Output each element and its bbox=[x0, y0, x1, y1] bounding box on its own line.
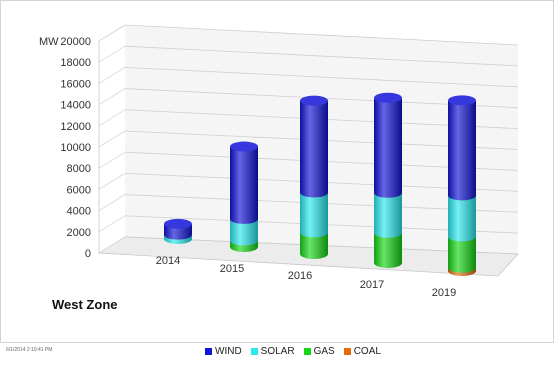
gridline bbox=[124, 67, 519, 88]
x-category-label: 2019 bbox=[432, 287, 456, 299]
gridline bbox=[124, 24, 519, 46]
bar-2017-solar bbox=[374, 192, 402, 238]
legend-item-coal: COAL bbox=[343, 345, 381, 357]
y-tick-label: 12000 bbox=[60, 121, 91, 133]
gridline-side bbox=[98, 173, 126, 190]
gridline-side bbox=[98, 130, 126, 148]
bar-top-cap bbox=[374, 92, 402, 103]
bar-2019-wind bbox=[448, 100, 476, 201]
gridline-side bbox=[98, 45, 126, 63]
x-category-label: 2014 bbox=[156, 255, 180, 267]
legend-item-gas: GAS bbox=[303, 345, 335, 357]
legend-swatch-gas bbox=[303, 347, 311, 355]
gridline-side bbox=[98, 194, 126, 211]
legend-label-coal: COAL bbox=[353, 345, 381, 357]
gridline-side bbox=[98, 67, 126, 84]
y-tick-label: 20000 bbox=[60, 36, 91, 48]
y-tick-label: 2000 bbox=[67, 227, 91, 239]
bar-2016-solar bbox=[300, 192, 328, 238]
gridline bbox=[124, 45, 519, 67]
gridline-side bbox=[98, 215, 126, 233]
legend-label-wind: WIND bbox=[215, 345, 242, 357]
y-tick-label: 10000 bbox=[60, 142, 91, 154]
legend-item-wind: WIND bbox=[205, 346, 242, 357]
gridline-side bbox=[98, 24, 126, 42]
bar-top-cap bbox=[448, 95, 476, 106]
x-category-label: 2017 bbox=[360, 279, 384, 291]
legend-label-solar: SOLAR bbox=[260, 345, 295, 357]
legend-swatch-solar bbox=[250, 347, 258, 355]
legend-label-gas: GAS bbox=[313, 345, 335, 357]
y-tick-label: 8000 bbox=[67, 163, 91, 175]
y-tick-label: 6000 bbox=[67, 184, 91, 196]
bar-top-cap bbox=[230, 141, 258, 152]
x-category-label: 2015 bbox=[220, 263, 244, 275]
gridline-side bbox=[98, 109, 126, 127]
legend-swatch-wind bbox=[205, 347, 212, 355]
bar-2019-solar bbox=[448, 195, 476, 242]
y-axis-label: MW bbox=[39, 36, 59, 48]
x-category-label: 2016 bbox=[288, 270, 312, 282]
chart-title: West Zone bbox=[52, 297, 118, 312]
legend: WIND SOLAR GAS COAL bbox=[205, 344, 381, 358]
bar-top-cap bbox=[164, 218, 192, 229]
chart-frame: 0 2000 4000 6000 8000 10000 12000 14000 16000 180… bbox=[0, 0, 554, 343]
y-tick-label: 16000 bbox=[60, 78, 91, 90]
bar-2015-wind bbox=[230, 146, 258, 224]
bar-2015-solar bbox=[230, 218, 258, 246]
bar-2016-gas bbox=[300, 232, 328, 259]
bar-top-cap bbox=[300, 95, 328, 106]
legend-item-solar: SOLAR bbox=[250, 345, 295, 357]
legend-swatch-coal bbox=[343, 347, 351, 355]
y-tick-label: 14000 bbox=[60, 100, 91, 112]
bar-2016-wind bbox=[300, 100, 328, 198]
bar-2017-gas bbox=[374, 232, 402, 268]
gridline-side bbox=[98, 151, 126, 169]
bar-2017-wind bbox=[374, 97, 402, 198]
y-tick-label: 18000 bbox=[60, 57, 91, 69]
gridline-side bbox=[98, 236, 126, 254]
y-tick-label: 4000 bbox=[67, 206, 91, 218]
timestamp: 6/1/2014 2:10:41 PM bbox=[6, 347, 53, 353]
bar-2019-gas bbox=[448, 236, 476, 273]
gridline-side bbox=[98, 88, 126, 105]
y-tick-label: 0 bbox=[85, 248, 91, 260]
chart-plot: 0 2000 4000 6000 8000 10000 12000 14000 16000 180… bbox=[39, 24, 519, 299]
